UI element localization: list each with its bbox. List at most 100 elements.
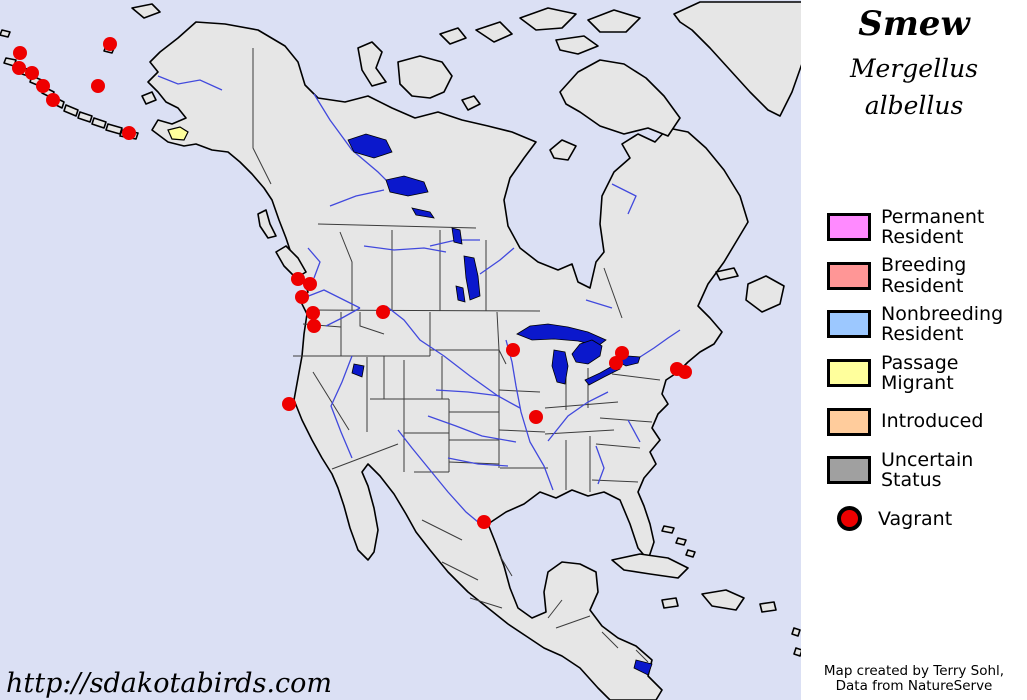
vagrant-dot [46, 93, 60, 107]
breeding-resident-swatch-icon [827, 261, 871, 290]
legend-label: Nonbreeding Resident [881, 302, 1004, 346]
baffin-island [559, 59, 681, 137]
yukon-river [157, 75, 223, 91]
lake-athabasca [411, 207, 435, 219]
species-scientific-name: Mergellus albellus [849, 54, 979, 120]
newfoundland [745, 275, 785, 313]
rivers-layer [157, 75, 681, 528]
vagrant-dot [477, 515, 491, 529]
legend-item-introduced: Introduced [827, 397, 1023, 446]
lakes-layer [347, 133, 653, 676]
legend-label: Breeding Resident [881, 254, 967, 297]
colorado-river [330, 355, 353, 459]
antilles-island [791, 627, 801, 637]
north-america-map [0, 0, 801, 700]
commander-island [0, 29, 11, 38]
arctic-island [439, 27, 467, 45]
legend-item-breeding-resident: Breeding Resident [827, 252, 1023, 301]
fraser-river [307, 247, 321, 279]
legend-item-permanent-resident: Permanent Resident [827, 203, 1023, 252]
lake-nicaragua [633, 659, 653, 676]
lake-michigan [551, 349, 569, 385]
vagrant-dot [529, 410, 543, 424]
vagrant-dot [12, 61, 26, 75]
red-river [447, 457, 509, 467]
vagrant-dot [91, 79, 105, 93]
vagrant-dots-layer [12, 37, 692, 529]
info-panel: Smew Mergellus albellus Permanent Reside… [801, 0, 1027, 700]
antilles-island [793, 647, 801, 657]
vagrant-dot [506, 343, 520, 357]
peace-river [329, 189, 385, 207]
vagrant-dot [13, 46, 27, 60]
range-map [0, 0, 801, 700]
nelson-river [479, 247, 515, 275]
bahamas-island [675, 537, 687, 546]
savannah-river [627, 419, 641, 443]
st-lawrence-island [131, 3, 161, 19]
legend-item-vagrant: Vagrant [827, 495, 1023, 544]
snake-river [325, 307, 361, 327]
mainland [147, 21, 749, 700]
lake-erie [584, 363, 621, 386]
vagrant-dot [303, 277, 317, 291]
passage-migrant-swatch-icon [827, 359, 871, 388]
jamaica [661, 597, 679, 609]
ohio-river [547, 391, 609, 442]
southampton-island [549, 139, 577, 161]
saskatchewan-river [363, 245, 447, 253]
victoria-island [397, 55, 453, 99]
hispaniola [701, 589, 745, 611]
nunivak-island [141, 91, 157, 105]
map-attribution: Map created by Terry Sohl, Data from Nat… [823, 663, 1005, 694]
legend-label: Passage Migrant [881, 351, 959, 395]
rio-grande-river [397, 429, 485, 528]
legend-item-nonbreeding-resident: Nonbreeding Resident [827, 300, 1023, 349]
mississippi-river [505, 339, 554, 491]
vagrant-dot [25, 66, 39, 80]
puerto-rico [759, 601, 777, 613]
permanent-resident-swatch-icon [827, 213, 871, 242]
arctic-island [475, 21, 513, 43]
st-lawrence-river [639, 329, 681, 358]
lake-manitoba [455, 285, 466, 303]
passage-migrant-patch [167, 126, 189, 141]
arkansas-river [427, 415, 517, 443]
quebec-river [611, 183, 637, 215]
columbia-river [305, 289, 361, 309]
vagrant-dot [282, 397, 296, 411]
legend-label: Introduced [881, 410, 984, 433]
anticosti-island [715, 267, 739, 281]
lake-huron [571, 339, 603, 365]
vagrant-dot [291, 272, 305, 286]
vagrant-dot [295, 290, 309, 304]
legend-label: Permanent Resident [881, 205, 985, 249]
great-salt-lake [351, 363, 365, 378]
vagrant-dot [122, 126, 136, 140]
nonbreeding-resident-swatch-icon [827, 310, 871, 339]
lake-superior [516, 323, 607, 347]
legend-label: Vagrant [878, 507, 953, 530]
devon-island [555, 35, 599, 55]
bahamas-island [685, 549, 696, 558]
aleutian-island [91, 117, 107, 129]
introduced-swatch-icon [827, 407, 871, 436]
vancouver-island [275, 245, 307, 279]
great-slave-lake [385, 175, 429, 197]
legend-label: Uncertain Status [881, 448, 974, 492]
greenland [673, 1, 801, 117]
aleutian-island [63, 104, 79, 117]
vagrant-dot [307, 319, 321, 333]
legend-item-uncertain-status: Uncertain Status [827, 446, 1023, 495]
alabama-river [595, 445, 605, 485]
aleutian-island [77, 111, 93, 123]
great-bear-lake [347, 133, 393, 159]
vagrant-marker-icon [837, 506, 862, 532]
legend: Permanent Resident Breeding Resident Non… [827, 203, 1023, 543]
vagrant-dot [36, 79, 50, 93]
lake-winnipeg [463, 255, 481, 301]
quebec-river [585, 299, 613, 309]
legend-item-passage-migrant: Passage Migrant [827, 349, 1023, 398]
haida-gwaii [257, 209, 277, 239]
reindeer-lake [451, 227, 463, 245]
